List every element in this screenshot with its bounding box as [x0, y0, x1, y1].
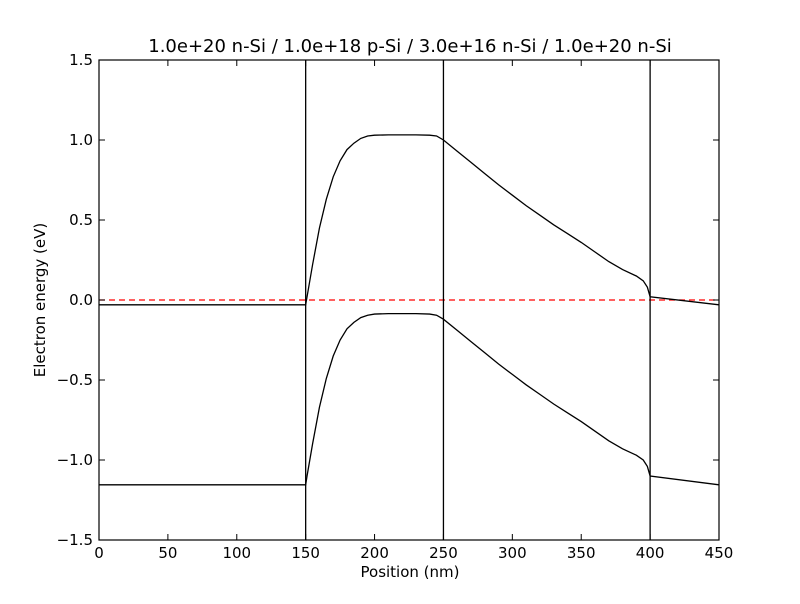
x-tick-label: 100	[222, 544, 251, 562]
y-tick-label: −1.5	[57, 531, 93, 549]
x-tick-label: 350	[567, 544, 596, 562]
y-tick-label: −0.5	[57, 371, 93, 389]
x-tick-label: 200	[360, 544, 389, 562]
y-tick-label: 0.5	[69, 211, 93, 229]
valence-band-line	[99, 312, 720, 486]
x-tick-label: 250	[429, 544, 458, 562]
y-tick-label: −1.0	[57, 451, 93, 469]
y-tick-label: 1.0	[69, 131, 93, 149]
x-tick-label: 400	[636, 544, 665, 562]
x-axis-label: Position (nm)	[361, 563, 460, 581]
x-tick-label: 450	[705, 544, 734, 562]
plot-area: 0 50 100 150 200 250 300 350 400 450 −1.5 −1.0 −0.5 0…	[57, 51, 734, 562]
x-tick-label: 0	[94, 544, 104, 562]
y-axis-label: Electron energy (eV)	[31, 223, 49, 378]
chart-title: 1.0e+20 n-Si / 1.0e+18 p-Si / 3.0e+16 n-…	[148, 36, 672, 57]
y-tick-label: 0.0	[69, 291, 93, 309]
x-tick-label: 150	[291, 544, 320, 562]
y-tick-label: 1.5	[69, 51, 93, 69]
x-tick-label: 300	[498, 544, 527, 562]
conduction-band-line	[99, 134, 720, 306]
x-tick-label: 50	[158, 544, 177, 562]
